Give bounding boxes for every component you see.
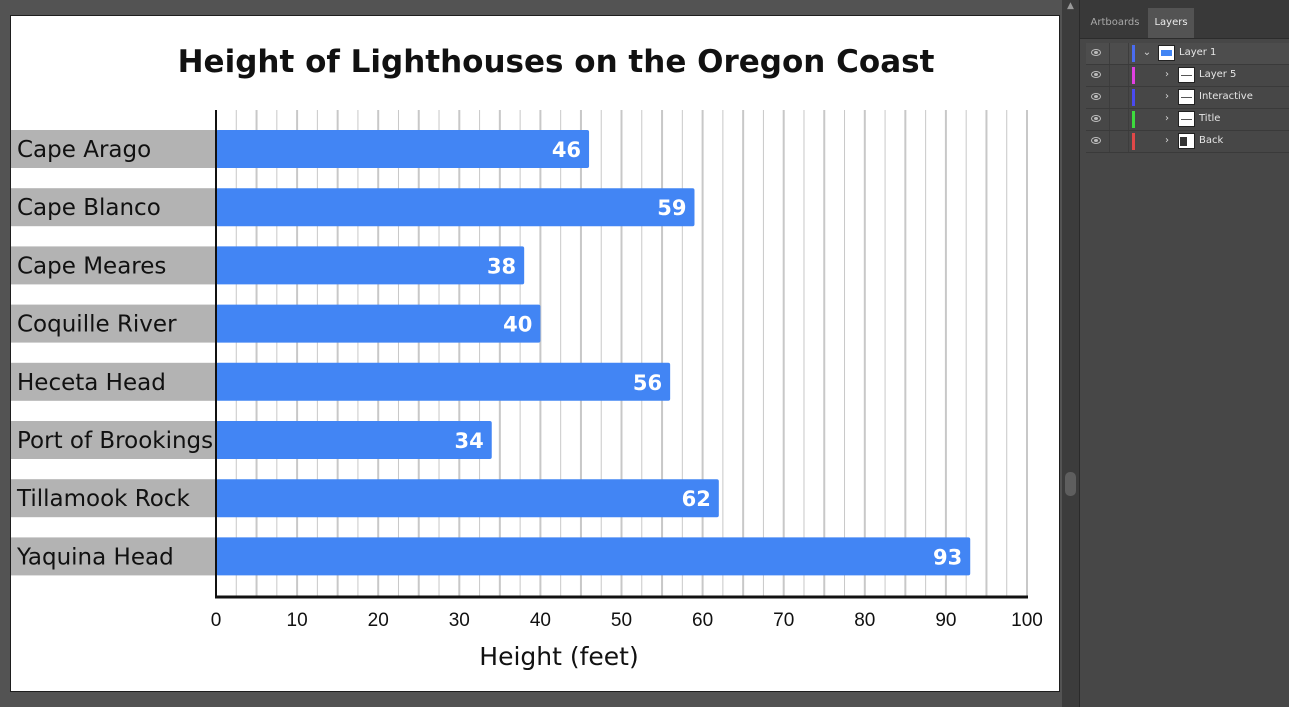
layer-row[interactable]: › Layer 5 xyxy=(1086,65,1289,87)
category-label: Cape Blanco xyxy=(17,195,161,221)
tab-layers[interactable]: Layers xyxy=(1148,8,1194,38)
category-label-boxes xyxy=(11,130,216,576)
bar xyxy=(216,304,541,343)
bar xyxy=(216,537,971,576)
data-label: 62 xyxy=(682,487,711,511)
chevron-right-icon[interactable]: › xyxy=(1165,113,1169,124)
bar xyxy=(216,362,671,401)
layer-color-swatch xyxy=(1132,111,1135,128)
category-label: Port of Brookings xyxy=(17,428,213,454)
chart-text: Cape Arago 46 Cape Blanco 59 Cape Meares 38 Co… xyxy=(16,137,1043,631)
bars xyxy=(216,130,971,576)
bar xyxy=(216,130,590,168)
x-tick-label: 40 xyxy=(530,610,551,631)
category-label: Heceta Head xyxy=(17,370,166,396)
category-label: Tillamook Rock xyxy=(16,486,190,512)
chevron-up-icon[interactable]: ▲ xyxy=(1067,1,1074,11)
chevron-right-icon[interactable]: › xyxy=(1165,91,1169,102)
data-label: 59 xyxy=(657,196,686,220)
lock-toggle[interactable] xyxy=(1109,87,1129,108)
grid-lines xyxy=(215,110,1028,597)
layer-color-swatch xyxy=(1132,89,1135,106)
panel-tab-bar: Artboards Layers xyxy=(1080,8,1289,39)
bar xyxy=(216,188,695,227)
layer-row[interactable]: › Back xyxy=(1086,131,1289,153)
lock-toggle[interactable] xyxy=(1109,109,1129,130)
eye-icon[interactable] xyxy=(1091,137,1101,144)
category-label-box xyxy=(11,304,216,343)
x-tick-label: 70 xyxy=(773,610,794,631)
x-tick-label: 0 xyxy=(211,610,222,631)
data-label: 34 xyxy=(455,429,484,453)
category-label-box xyxy=(11,421,216,459)
eye-icon[interactable] xyxy=(1091,115,1101,122)
category-label: Cape Meares xyxy=(17,253,166,279)
layers-list: ⌄ Layer 1 › Layer 5 › Interactive › Title › Back xyxy=(1086,43,1289,153)
category-label-box xyxy=(11,246,216,285)
lock-toggle[interactable] xyxy=(1109,43,1129,64)
layer-name: Back xyxy=(1199,135,1224,146)
layer-color-swatch xyxy=(1132,67,1135,84)
layer-row[interactable]: › Title xyxy=(1086,109,1289,131)
x-tick-label: 100 xyxy=(1011,610,1043,631)
data-label: 46 xyxy=(552,138,581,162)
scrollbar-thumb[interactable] xyxy=(1065,472,1076,496)
category-label: Coquille River xyxy=(17,312,177,338)
layer-color-swatch xyxy=(1132,45,1135,62)
layers-panel: Artboards Layers ⌄ Layer 1 › Layer 5 › Intera… xyxy=(1079,0,1289,707)
category-label-box xyxy=(11,188,216,227)
bar xyxy=(216,479,719,518)
data-label: 93 xyxy=(933,545,962,569)
bar-chart: Cape Arago 46 Cape Blanco 59 Cape Meares 38 Co… xyxy=(11,44,1043,671)
tab-artboards[interactable]: Artboards xyxy=(1090,17,1140,28)
bar xyxy=(216,246,525,285)
data-label: 40 xyxy=(503,313,532,337)
x-tick-label: 60 xyxy=(692,610,713,631)
layer-row[interactable]: ⌄ Layer 1 xyxy=(1086,43,1289,65)
layer-row[interactable]: › Interactive xyxy=(1086,87,1289,109)
x-tick-label: 20 xyxy=(368,610,389,631)
layer-name: Layer 1 xyxy=(1179,47,1217,58)
eye-icon[interactable] xyxy=(1091,71,1101,78)
lock-toggle[interactable] xyxy=(1109,65,1129,86)
artboard[interactable]: Cape Arago 46 Cape Blanco 59 Cape Meares 38 Co… xyxy=(10,15,1060,692)
category-label-box xyxy=(11,362,216,401)
bar xyxy=(216,421,492,459)
layer-thumbnail xyxy=(1158,45,1175,61)
layer-thumbnail xyxy=(1178,111,1195,127)
layer-name: Title xyxy=(1199,113,1221,124)
data-label: 38 xyxy=(487,254,516,278)
category-label: Cape Arago xyxy=(17,137,151,163)
chevron-right-icon[interactable]: › xyxy=(1165,135,1169,146)
x-tick-label: 90 xyxy=(935,610,956,631)
x-tick-label: 50 xyxy=(611,610,632,631)
layer-thumbnail xyxy=(1178,133,1195,149)
x-tick-label: 80 xyxy=(854,610,875,631)
x-tick-label: 10 xyxy=(287,610,308,631)
axes xyxy=(215,110,1028,599)
layer-name: Interactive xyxy=(1199,91,1253,102)
layer-thumbnail xyxy=(1178,67,1195,83)
data-label: 56 xyxy=(633,371,662,395)
category-label-box xyxy=(11,479,216,518)
chevron-down-icon[interactable]: ⌄ xyxy=(1142,47,1152,58)
layer-thumbnail xyxy=(1178,89,1195,105)
x-tick-label: 30 xyxy=(449,610,470,631)
canvas-area[interactable]: Cape Arago 46 Cape Blanco 59 Cape Meares 38 Co… xyxy=(0,0,1079,707)
layer-name: Layer 5 xyxy=(1199,69,1237,80)
layer-color-swatch xyxy=(1132,133,1135,150)
category-label: Yaquina Head xyxy=(16,544,174,570)
vertical-scrollbar[interactable]: ▲ xyxy=(1062,0,1079,707)
category-label-box xyxy=(11,537,216,576)
eye-icon[interactable] xyxy=(1091,93,1101,100)
chevron-right-icon[interactable]: › xyxy=(1165,69,1169,80)
x-axis-title: Height (feet) xyxy=(479,642,638,671)
panel-grip-bar xyxy=(1080,0,1289,8)
lock-toggle[interactable] xyxy=(1109,131,1129,152)
category-label-box xyxy=(11,130,216,168)
chart-title: Height of Lighthouses on the Oregon Coas… xyxy=(178,44,935,80)
eye-icon[interactable] xyxy=(1091,49,1101,56)
